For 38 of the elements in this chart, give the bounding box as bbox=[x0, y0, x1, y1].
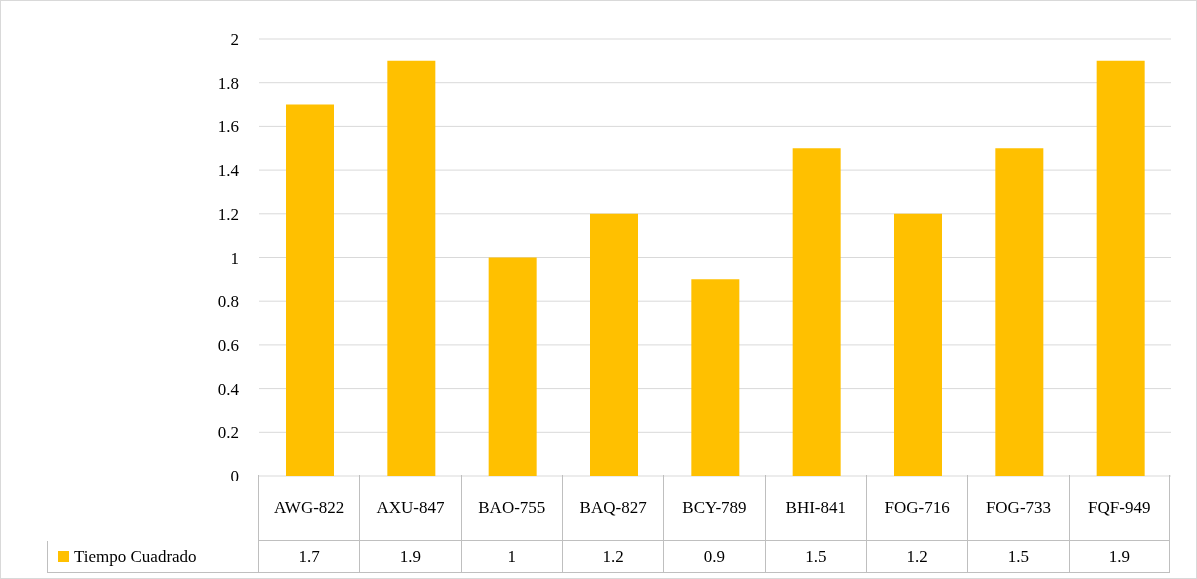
y-tick-label: 1.2 bbox=[217, 204, 239, 224]
data-label: 1.5 bbox=[967, 541, 1069, 573]
y-tick-label: 2 bbox=[230, 30, 239, 50]
data-label: 1.9 bbox=[1068, 541, 1170, 573]
y-tick-label: 1.8 bbox=[217, 73, 239, 93]
y-tick-label: 0.4 bbox=[217, 379, 240, 399]
bar bbox=[286, 104, 334, 476]
data-label: 1.9 bbox=[359, 541, 461, 573]
data-label: 1 bbox=[460, 541, 562, 573]
x-tick-label: FOG-716 bbox=[884, 497, 950, 518]
x-tick-label: BCY-789 bbox=[682, 497, 747, 518]
data-label: 1.2 bbox=[865, 541, 968, 573]
y-tick-label: 1.6 bbox=[217, 117, 239, 137]
bar bbox=[590, 213, 638, 476]
y-tick-label: 0.6 bbox=[217, 335, 239, 355]
x-tick-label: AWG-822 bbox=[273, 497, 345, 518]
x-tick-label: BAQ-827 bbox=[579, 497, 647, 518]
bar bbox=[894, 213, 942, 476]
x-tick-label: BHI-841 bbox=[785, 497, 847, 518]
bar bbox=[488, 257, 537, 476]
data-label: 1.7 bbox=[258, 541, 360, 573]
data-label: 1.2 bbox=[561, 541, 664, 573]
bar bbox=[1096, 60, 1145, 476]
x-tick-label: FOG-733 bbox=[985, 497, 1052, 518]
data-label: 0.9 bbox=[663, 541, 765, 573]
data-label: 1.5 bbox=[764, 541, 866, 573]
x-tick-label: FQF-949 bbox=[1088, 497, 1151, 518]
legend-label: Tiempo Cuadrado bbox=[74, 546, 197, 567]
y-tick-label: 0.2 bbox=[217, 423, 239, 443]
y-tick-label: 1.4 bbox=[217, 161, 240, 181]
bar bbox=[792, 148, 841, 476]
y-tick-label: 0.8 bbox=[217, 292, 239, 312]
y-tick-label: 1 bbox=[230, 248, 239, 268]
x-tick-label: AXU-847 bbox=[376, 497, 445, 518]
bar bbox=[995, 148, 1044, 476]
bar bbox=[387, 60, 436, 476]
x-tick-label: BAO-755 bbox=[478, 497, 546, 518]
bar bbox=[691, 279, 740, 476]
